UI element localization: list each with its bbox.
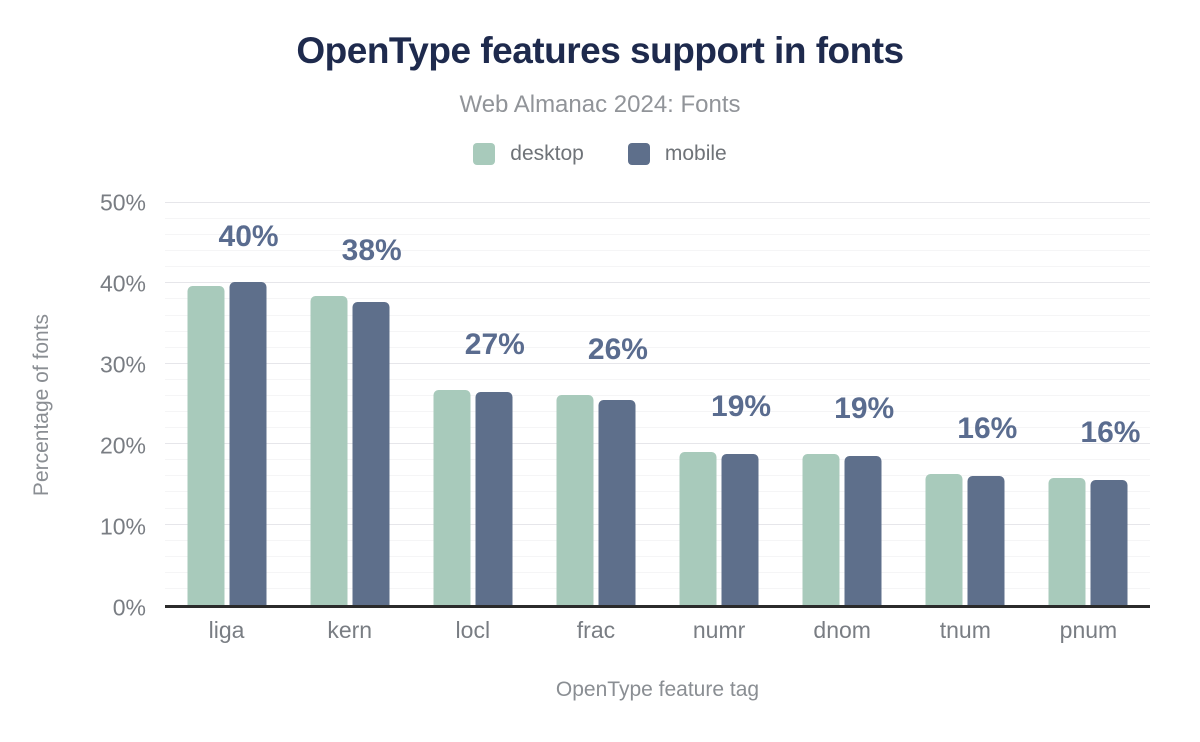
gridline-minor [165,587,1150,589]
bar-group-locl [433,203,513,605]
gridline-minor [165,218,1150,220]
plot-area: 40% 38% 27% 26% 19% 19% 16% 16% [165,202,1150,608]
x-tick-label-frac: frac [576,617,616,643]
data-label-numr: 19% [711,390,772,424]
bar-mobile-tnum [967,476,1005,605]
data-label-tnum: 16% [957,411,1018,445]
y-tick-label: 50% [99,189,146,216]
x-tick-label-tnum: tnum [939,617,991,643]
gridline-minor [165,266,1150,268]
gridline-minor [165,459,1150,461]
chart-subtitle: Web Almanac 2024: Fonts [459,91,741,118]
legend-item-desktop: desktop [473,142,584,166]
gridline-major [165,443,1150,445]
data-label-kern: 38% [341,234,402,268]
mobile-swatch-icon [627,143,650,165]
legend-item-mobile: mobile [627,142,727,166]
x-tick-label-numr: numr [692,617,746,643]
data-label-frac: 26% [587,333,648,367]
gridline-minor [165,234,1150,236]
legend-label-mobile: mobile [664,142,727,165]
data-label-dnom: 19% [834,391,895,425]
gridline-minor [165,555,1150,557]
bar-desktop-liga [187,285,225,605]
bar-desktop-frac [556,395,594,605]
y-tick-label: 10% [99,513,146,540]
data-label-locl: 27% [464,327,525,361]
gridline-minor [165,378,1150,380]
legend: desktop mobile [0,142,1200,166]
bar-mobile-numr [721,453,759,605]
bar-group-liga [187,203,267,605]
gridline-minor [165,507,1150,509]
bar-mobile-frac [598,399,636,605]
bar-mobile-locl [475,391,513,605]
gridline-major [165,282,1150,284]
x-tick-label-dnom: dnom [813,617,871,643]
y-tick-label: 40% [99,270,146,297]
y-tick-label: 20% [99,432,146,459]
chart-title: OpenType features support in fonts [296,30,904,71]
gridline-minor [165,298,1150,300]
gridline-minor [165,314,1150,316]
data-label-pnum: 16% [1080,415,1141,449]
bar-group-kern [310,203,390,605]
gridline-minor [165,346,1150,348]
x-tick-label-liga: liga [208,617,245,643]
gridline-minor [165,411,1150,413]
desktop-swatch-icon [473,143,496,165]
gridline-minor [165,250,1150,252]
gridline-minor [165,539,1150,541]
x-axis-ticks: liga kern locl frac numr dnom tnum pnum [165,617,1150,647]
gridline-minor [165,571,1150,573]
bar-mobile-liga [229,281,267,605]
bar-mobile-pnum [1090,480,1128,605]
gridline-minor [165,491,1150,493]
bar-group-numr [679,203,759,605]
bar-desktop-tnum [925,473,963,605]
bar-desktop-dnom [802,453,840,605]
bar-group-dnom [802,203,882,605]
gridline-major [165,362,1150,364]
bar-mobile-kern [352,301,390,605]
gridline-minor [165,394,1150,396]
bar-desktop-kern [310,296,348,605]
bar-desktop-pnum [1048,477,1086,605]
x-tick-label-pnum: pnum [1059,617,1118,643]
y-axis-ticks: 0% 10% 20% 30% 40% 50% [0,190,152,621]
gridline-minor [165,475,1150,477]
bar-group-pnum [1048,203,1128,605]
bar-group-tnum [925,203,1005,605]
bar-desktop-numr [679,452,717,605]
gridline-minor [165,427,1150,429]
gridline-minor [165,330,1150,332]
y-tick-label: 0% [112,594,146,621]
data-label-liga: 40% [218,219,279,253]
gridline-major [165,202,1150,203]
gridline-major [165,523,1150,525]
bar-group-frac [556,203,636,605]
x-tick-label-locl: locl [455,617,491,643]
y-tick-label: 30% [99,351,146,378]
bar-desktop-locl [433,389,471,605]
legend-label-desktop: desktop [510,142,584,165]
bar-mobile-dnom [844,456,882,605]
x-tick-label-kern: kern [327,617,373,643]
x-axis-title: OpenType feature tag [555,678,760,701]
